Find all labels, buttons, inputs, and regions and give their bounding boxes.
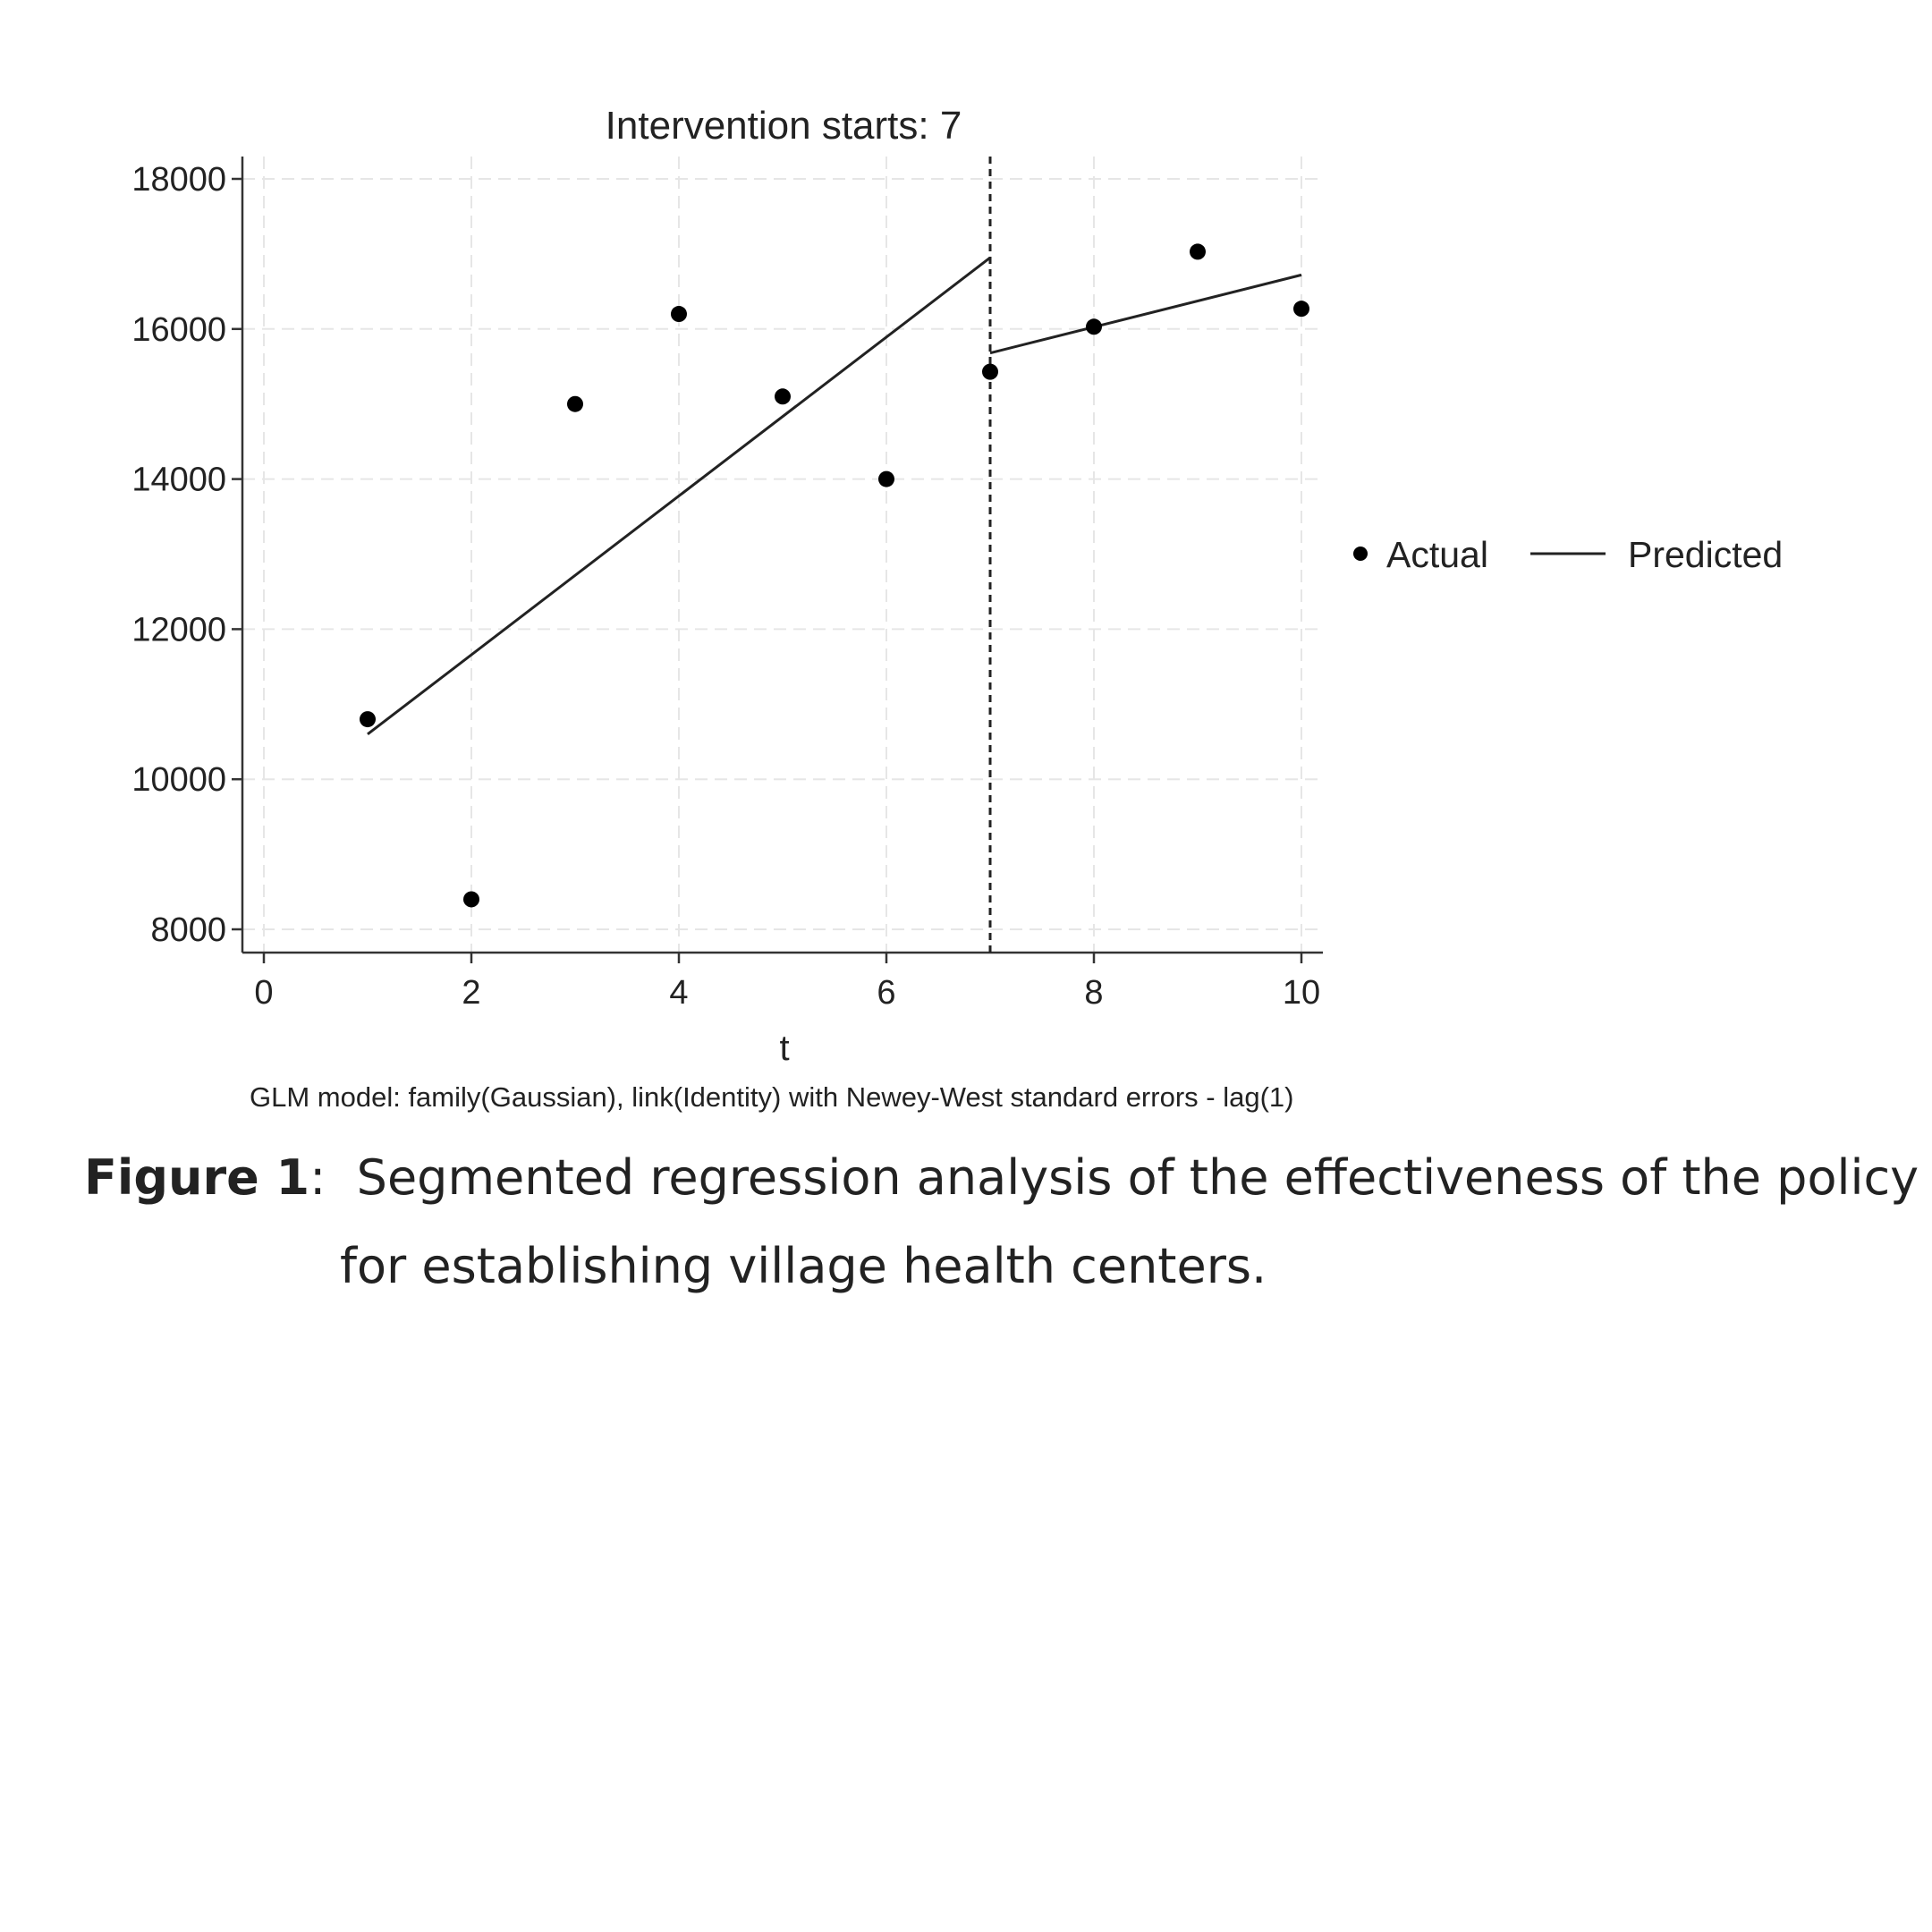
x-tick-label: 4 <box>669 974 688 1012</box>
model-note: GLM model: family(Gaussian), link(Identi… <box>250 1081 1293 1113</box>
figure-label: Figure 1 <box>84 1149 310 1206</box>
x-tick-label: 6 <box>877 974 895 1012</box>
caption-separator: : <box>309 1149 326 1206</box>
x-tick-label: 8 <box>1084 974 1103 1012</box>
figure-caption-line1: Figure 1: Segmented regression analysis … <box>84 1149 1919 1206</box>
legend: Actual Predicted <box>1353 534 1783 575</box>
caption-text-1: Segmented regression analysis of the eff… <box>356 1149 1919 1206</box>
chart-title: Intervention starts: 7 <box>606 104 962 148</box>
y-tick-label: 18000 <box>131 161 226 199</box>
legend-predicted-label: Predicted <box>1628 534 1783 575</box>
y-tick-label: 8000 <box>150 911 226 949</box>
actual-point <box>775 388 791 405</box>
predicted-line-segment <box>989 273 1302 355</box>
legend-actual-label: Actual <box>1386 534 1488 575</box>
actual-point <box>878 470 894 487</box>
figure-caption-line2: for establishing village health centers. <box>340 1238 1267 1294</box>
actual-point <box>982 363 998 380</box>
actual-point <box>1293 301 1309 318</box>
x-tick-label: 10 <box>1283 974 1320 1012</box>
x-axis-label: t <box>779 1029 789 1068</box>
x-tick-label: 0 <box>254 974 273 1012</box>
y-tick-label: 14000 <box>131 462 226 499</box>
actual-point <box>463 891 479 908</box>
actual-point <box>671 306 687 323</box>
actual-point <box>1190 243 1206 260</box>
actual-point <box>567 395 583 412</box>
predicted-line-segment <box>367 256 991 736</box>
actual-point <box>1086 318 1102 335</box>
y-tick-label: 12000 <box>131 611 226 648</box>
actual-point <box>360 711 376 728</box>
y-tick-label: 10000 <box>131 761 226 799</box>
x-tick-label: 2 <box>462 974 480 1012</box>
legend-actual-marker <box>1353 547 1368 561</box>
y-tick-label: 16000 <box>131 311 226 349</box>
